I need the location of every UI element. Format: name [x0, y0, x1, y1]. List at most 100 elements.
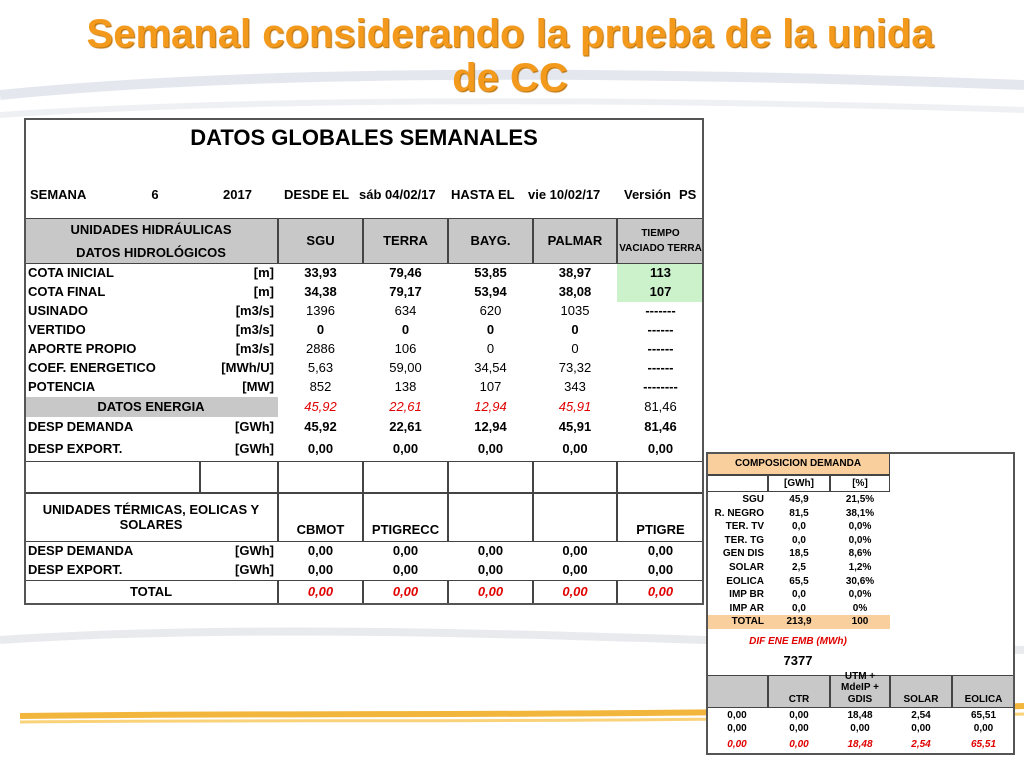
empty-cell	[448, 461, 533, 493]
bottom-value: 0,00	[789, 722, 809, 734]
empty-cell	[278, 461, 363, 493]
side-value: 81,5	[789, 507, 809, 519]
row-value: 45,92	[304, 418, 337, 434]
row-value: 620	[479, 303, 502, 319]
side-value: 21,5%	[845, 494, 875, 506]
side-table: COMPOSICION DEMANDA [GWh] [%] SGU 45,9 21,5% R…	[706, 452, 1015, 755]
row-value: 53,94	[474, 284, 507, 300]
side-value: 0,0	[792, 602, 806, 614]
side-label: EOLICA	[726, 575, 764, 587]
row-unit: [GWh]	[235, 440, 274, 456]
row-unit: [GWh]	[235, 562, 274, 578]
row-value: 1396	[306, 303, 335, 319]
energy-value: 45,91	[558, 398, 592, 414]
bottom-value: 18,48	[847, 738, 873, 750]
row-value: 53,85	[474, 265, 507, 281]
total-value: 0,00	[617, 580, 702, 603]
row-unit: [MW]	[242, 379, 274, 395]
bottom-header: CTR	[768, 675, 830, 708]
side-value: 38,1%	[845, 507, 875, 519]
energy-value: 12,94	[474, 398, 507, 414]
row-value: 852	[309, 379, 332, 395]
side-value: 8,6%	[848, 548, 872, 560]
row-value: ------	[647, 360, 674, 376]
total-label: TOTAL	[26, 580, 278, 603]
side-label: TOTAL	[708, 615, 768, 629]
row-value: 0,00	[562, 440, 588, 456]
row-unit: [m3/s]	[235, 322, 274, 338]
bottom-value: 0,00	[911, 722, 931, 734]
week-field: vie 10/02/17	[528, 186, 601, 202]
dif-label: DIF ENE EMB (MWh)	[749, 636, 847, 648]
row-value: 0,00	[647, 440, 674, 456]
row-value: 0	[486, 341, 495, 357]
bottom-value: 0,00	[850, 722, 870, 734]
bottom-header	[708, 675, 768, 708]
bottom-value: 65,51	[970, 709, 997, 721]
row-value: 0,00	[477, 562, 504, 578]
row-label: VERTIDO	[28, 322, 86, 338]
row-label: COTA INICIAL	[28, 265, 114, 281]
side-label: IMP AR	[729, 602, 764, 614]
row-value: 5,63	[307, 360, 334, 376]
row-value: 0,00	[392, 562, 419, 578]
row-value: 59,00	[389, 360, 422, 376]
bottom-value: 18,48	[847, 709, 873, 721]
row-value: 34,38	[304, 284, 337, 300]
row-value: 343	[564, 379, 586, 395]
side-label: SGU	[742, 494, 764, 506]
row-label: USINADO	[28, 303, 88, 319]
row-value: 33,93	[304, 265, 337, 281]
side-label: IMP BR	[729, 589, 764, 601]
column-header: BAYG.	[448, 218, 533, 264]
row-value: ------	[647, 341, 674, 357]
row-value: 0	[571, 322, 579, 338]
header-cell	[26, 218, 278, 264]
week-field: Versión	[624, 186, 671, 202]
row-value: 0	[401, 322, 410, 338]
side-value: 0,0	[792, 521, 806, 533]
empty-cell	[708, 475, 768, 492]
row-value: 2886	[306, 341, 335, 357]
row-value: 0,00	[477, 440, 504, 456]
row-unit: [m3/s]	[235, 341, 274, 357]
row-value: 45,91	[558, 418, 592, 434]
row-value: 12,94	[474, 418, 507, 434]
row-value: 0,00	[562, 562, 588, 578]
column-header: PALMAR	[533, 218, 617, 264]
row-value: 0,00	[392, 543, 419, 559]
bottom-header: SOLAR	[890, 675, 952, 708]
row-label: DESP EXPORT.	[28, 562, 123, 578]
bottom-value: 0,00	[727, 709, 747, 721]
side-value: 0,0%	[848, 534, 872, 546]
empty-cell	[533, 461, 617, 493]
row-value: 107	[617, 283, 702, 302]
side-value: 2,5	[792, 562, 806, 574]
bottom-header: UTM + MdeIP + GDIS	[830, 671, 890, 708]
row-value: 1035	[560, 303, 590, 319]
week-field: sáb 04/02/17	[359, 186, 436, 202]
row-label: COTA FINAL	[28, 284, 106, 300]
bottom-value: 0,00	[973, 722, 994, 734]
bottom-value: 2,54	[911, 709, 931, 721]
row-value: -------	[645, 303, 676, 319]
side-value: 30,6%	[845, 575, 875, 587]
side-value: 65,5	[789, 575, 809, 587]
row-value: 73,32	[558, 360, 592, 376]
bottom-header: EOLICA	[952, 675, 1013, 708]
side-column: [GWh]	[768, 475, 830, 492]
header-group: UNIDADES TÉRMICAS, EOLICAS Y SOLARES	[26, 493, 278, 542]
total-value: 0,00	[533, 580, 617, 603]
side-column: [%]	[830, 475, 890, 492]
row-value: 634	[394, 303, 417, 319]
row-unit: [GWh]	[235, 418, 274, 434]
side-value: 45,9	[789, 494, 809, 506]
row-label: APORTE PROPIO	[28, 341, 137, 357]
row-unit: [m]	[253, 265, 274, 281]
side-value: 0,0%	[848, 589, 872, 601]
column-header: SGU	[278, 218, 363, 264]
row-value: 0,00	[647, 543, 674, 559]
row-value: 79,17	[389, 284, 422, 300]
energy-label: DATOS ENERGIA	[26, 397, 278, 417]
row-value: 138	[394, 379, 417, 395]
